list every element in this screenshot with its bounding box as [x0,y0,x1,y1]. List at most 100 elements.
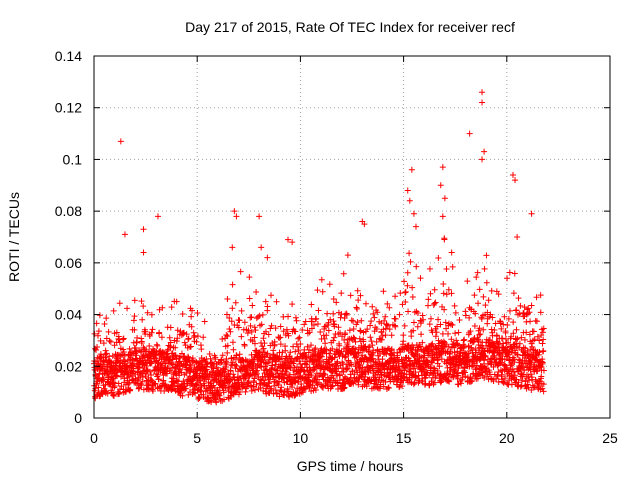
data-point [138,298,145,305]
data-point [143,346,150,353]
data-point [148,329,155,336]
data-point [229,339,236,346]
data-point [452,366,459,373]
data-point [188,323,195,330]
data-point [93,320,100,327]
data-point [167,339,174,346]
data-point [180,329,187,336]
data-point [431,300,438,307]
data-point [274,390,281,397]
data-point [276,393,283,400]
data-point [435,316,442,323]
data-point [302,318,309,325]
data-point [455,372,462,379]
data-point [103,350,110,357]
data-point [179,310,186,317]
data-point [161,381,168,388]
data-point [386,370,393,377]
data-point [369,342,376,349]
data-point [308,372,315,379]
data-point [135,376,142,383]
data-point [350,325,357,332]
data-point [143,366,150,373]
data-point [441,195,448,202]
data-point [511,359,518,366]
data-point [438,339,445,346]
data-point [158,334,165,341]
data-point [402,298,409,305]
data-point [521,367,528,374]
data-point [272,361,279,368]
data-point [500,379,507,386]
data-point [121,231,128,238]
data-point [520,371,527,378]
data-point [508,333,515,340]
data-point [293,317,300,324]
data-point [337,371,344,378]
data-point [443,265,450,272]
data-point [497,320,504,327]
data-point [441,306,448,313]
data-point [182,385,189,392]
data-point [289,301,296,308]
data-point [173,377,180,383]
data-point [536,337,543,344]
data-point [472,366,479,373]
data-point [312,345,319,352]
data-point [510,330,517,337]
data-point [531,384,538,391]
data-point [437,321,444,328]
data-point [476,286,483,293]
data-point [233,352,240,359]
data-point [91,330,98,337]
data-point [455,329,462,336]
data-point [336,377,343,384]
data-point [490,363,497,370]
data-point [275,355,282,362]
data-point [451,302,458,309]
data-point [445,377,452,384]
data-point [206,370,213,377]
data-point [491,326,498,333]
data-point [314,287,321,294]
data-point [412,223,419,230]
data-point [120,335,127,342]
data-point [120,349,127,356]
data-point [137,382,144,389]
data-point [417,343,424,350]
data-point [450,373,457,380]
data-point [148,359,155,366]
data-point [361,221,368,228]
data-point [417,275,424,282]
data-point [100,340,107,347]
data-point [413,308,420,315]
data-point [419,339,426,346]
data-points [91,89,547,406]
data-point [236,389,243,396]
data-point [213,399,220,406]
data-point [479,369,486,376]
data-point [251,340,258,347]
data-point [246,274,253,281]
data-point [308,318,315,325]
data-point [354,350,361,357]
data-point [247,314,254,321]
data-point [142,328,149,335]
data-point [336,342,343,349]
data-point [329,345,336,352]
data-point [236,351,243,358]
data-point [440,280,447,287]
data-point [392,293,399,300]
data-point [276,335,283,342]
data-point [184,353,191,360]
data-point [109,352,116,359]
data-point [172,352,179,359]
data-point [261,340,268,347]
data-point [235,324,242,331]
data-point [159,304,166,311]
data-point [441,236,448,243]
data-point [363,383,370,390]
data-point [232,299,239,306]
data-point [247,322,254,329]
data-point [497,359,504,366]
